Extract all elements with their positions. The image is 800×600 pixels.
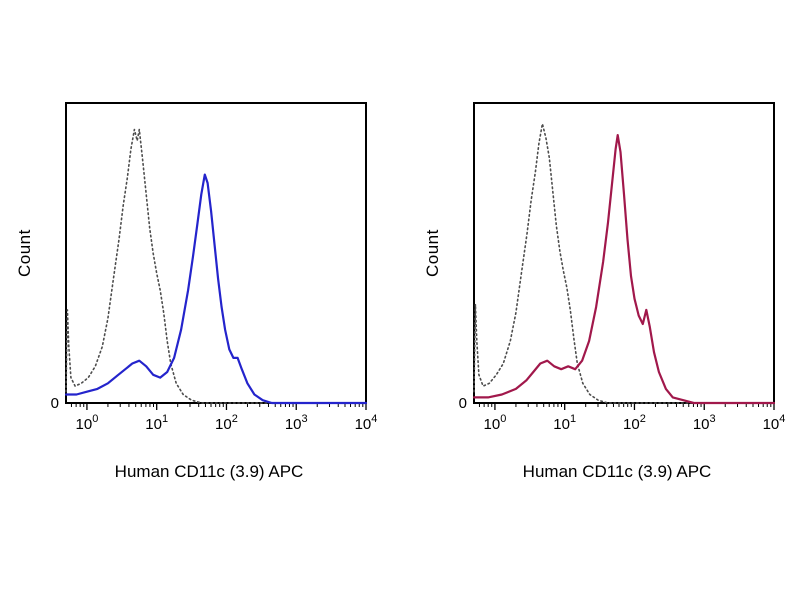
right-histogram-plot-area: 100 101 102 103 104 0 (459, 102, 786, 433)
plot-frame (473, 102, 775, 404)
x-tick-label: 104 (355, 413, 378, 433)
histogram-panel-left: Count 100 101 102 103 104 0 Human CD11c (3.9)… (12, 98, 380, 482)
y-axis-label: Count (15, 229, 34, 277)
x-tick-label: 100 (484, 413, 507, 433)
x-tick-label: 100 (76, 413, 99, 433)
x-tick-label: 102 (623, 413, 646, 433)
cd11c-apc-stained-curve (472, 133, 776, 405)
y-axis-label: Count (423, 229, 442, 277)
flow-cytometry-figure: Count 100 101 102 103 104 0 Human CD11c (3.9)… (12, 98, 788, 482)
histogram-panel-right: Count 100 101 102 103 104 0 Human CD11c (3.9)… (420, 98, 788, 482)
left-histogram-plot-area: 100 101 102 103 104 0 (51, 102, 378, 433)
y-zero-label: 0 (459, 395, 467, 412)
x-axis-label: Human CD11c (3.9) APC (114, 462, 304, 481)
x-tick-label: 103 (693, 413, 716, 433)
isotype-control-curve (473, 122, 775, 404)
x-tick-label: 101 (553, 413, 576, 433)
x-tick-label: 103 (285, 413, 308, 433)
x-axis-label: Human CD11c (3.9) APC (522, 462, 712, 481)
x-tick-label: 101 (145, 413, 168, 433)
x-tick-label: 104 (763, 413, 786, 433)
y-zero-label: 0 (51, 395, 59, 412)
cd11c-apc-stained-curve (64, 173, 368, 405)
isotype-control-curve (65, 128, 367, 404)
x-tick-label: 102 (215, 413, 238, 433)
